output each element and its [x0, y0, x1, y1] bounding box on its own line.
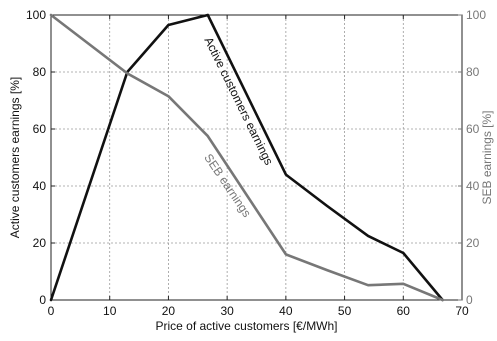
- y-tick-label-right: 0: [466, 293, 473, 307]
- series-line-seb: [49, 13, 444, 302]
- y-tick-label-left: 100: [26, 8, 46, 22]
- x-tick-label: 70: [455, 304, 469, 318]
- y-tick-label-right: 100: [466, 8, 486, 22]
- x-tick-label: 60: [397, 304, 411, 318]
- x-axis-label: Price of active customers [€/MWh]: [155, 319, 337, 333]
- plot-area: [51, 15, 462, 300]
- y-tick-label-right: 20: [466, 236, 480, 250]
- x-tick-label: 20: [162, 304, 176, 318]
- series-line-active-customers: [49, 13, 444, 302]
- x-tick-label: 30: [220, 304, 234, 318]
- y-tick-label-left: 40: [33, 179, 47, 193]
- y-tick-label-right: 40: [466, 179, 480, 193]
- y-axis-label-left: Active customers earnings [%]: [8, 77, 22, 238]
- x-tick-label: 10: [103, 304, 117, 318]
- y-tick-label-left: 0: [39, 293, 46, 307]
- y-tick-label-left: 80: [33, 65, 47, 79]
- plot-frame: [50, 14, 463, 301]
- x-tick-label: 40: [279, 304, 293, 318]
- y-tick-label-right: 80: [466, 65, 480, 79]
- y-tick-label-left: 60: [33, 122, 47, 136]
- y-tick-label-right: 60: [466, 122, 480, 136]
- x-tick-label: 0: [48, 304, 55, 318]
- y-tick-label-left: 20: [33, 236, 47, 250]
- x-tick-label: 50: [338, 304, 352, 318]
- y-axis-label-right: SEB earnings [%]: [480, 110, 494, 204]
